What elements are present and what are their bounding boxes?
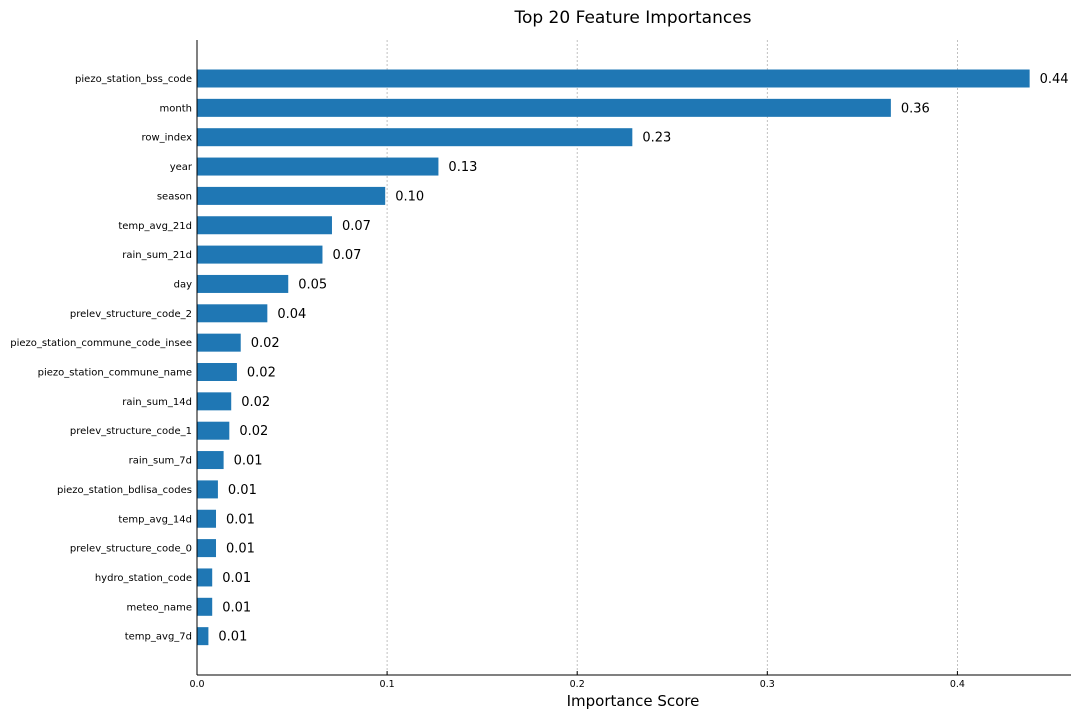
category-label: rain_sum_14d bbox=[122, 397, 192, 408]
bar bbox=[197, 98, 891, 117]
category-label: piezo_station_bss_code bbox=[75, 74, 192, 85]
x-tick-label: 0.0 bbox=[189, 679, 204, 690]
bar bbox=[197, 568, 213, 587]
bar bbox=[197, 274, 289, 293]
category-label: season bbox=[157, 191, 192, 202]
bar bbox=[197, 363, 237, 381]
x-axis-label: Importance Score bbox=[567, 692, 700, 710]
category-label: prelev_structure_code_1 bbox=[70, 426, 192, 437]
bar bbox=[197, 539, 217, 558]
value-label: 0.01 bbox=[218, 630, 247, 645]
value-label: 0.01 bbox=[222, 571, 251, 586]
bar bbox=[197, 69, 1030, 88]
value-label: 0.23 bbox=[642, 131, 671, 146]
value-label: 0.07 bbox=[332, 248, 361, 263]
bar bbox=[197, 627, 209, 646]
value-label: 0.10 bbox=[395, 189, 424, 204]
value-label: 0.13 bbox=[448, 160, 477, 175]
value-label: 0.44 bbox=[1040, 72, 1069, 87]
value-label: 0.05 bbox=[298, 277, 327, 292]
value-label: 0.02 bbox=[241, 395, 270, 410]
chart-title: Top 20 Feature Importances bbox=[513, 8, 751, 28]
category-label: piezo_station_commune_code_insee bbox=[10, 338, 192, 349]
x-tick-label: 0.3 bbox=[760, 679, 775, 690]
bar bbox=[197, 186, 386, 205]
bar bbox=[197, 421, 230, 440]
category-label: rain_sum_7d bbox=[129, 456, 192, 467]
bar bbox=[197, 451, 224, 470]
category-label: temp_avg_7d bbox=[125, 632, 192, 643]
category-label: day bbox=[174, 279, 192, 290]
bar bbox=[197, 509, 217, 528]
bar bbox=[197, 333, 241, 352]
bar bbox=[197, 480, 218, 499]
category-label: prelev_structure_code_0 bbox=[70, 544, 192, 555]
value-label: 0.02 bbox=[247, 366, 276, 381]
bar bbox=[197, 304, 268, 323]
x-tick-label: 0.1 bbox=[380, 679, 395, 690]
x-tick-labels: 0.0 0.1 0.2 0.3 0.4 bbox=[189, 671, 965, 690]
bar bbox=[197, 392, 232, 411]
axes bbox=[196, 40, 1071, 676]
category-label: rain_sum_21d bbox=[122, 250, 192, 261]
bar bbox=[197, 597, 213, 616]
value-label: 0.01 bbox=[222, 600, 251, 615]
category-label: temp_avg_14d bbox=[118, 514, 192, 525]
category-label: hydro_station_code bbox=[95, 573, 192, 584]
value-label: 0.01 bbox=[226, 512, 255, 527]
value-label: 0.02 bbox=[239, 424, 268, 439]
x-tick-label: 0.4 bbox=[950, 679, 965, 690]
category-label: temp_avg_21d bbox=[118, 221, 192, 232]
bar bbox=[197, 128, 633, 147]
value-label: 0.01 bbox=[226, 542, 255, 557]
category-label: prelev_structure_code_2 bbox=[70, 309, 192, 320]
bar bbox=[197, 157, 439, 176]
value-label: 0.07 bbox=[342, 219, 371, 234]
value-label: 0.01 bbox=[228, 483, 257, 498]
category-label: month bbox=[160, 103, 192, 114]
value-labels: 0.44 0.36 0.23 0.13 0.10 0.07 0.07 0.05 0.04 0.02… bbox=[218, 72, 1068, 645]
category-label: piezo_station_bdlisa_codes bbox=[57, 485, 192, 496]
value-label: 0.01 bbox=[234, 454, 263, 469]
value-label: 0.36 bbox=[901, 101, 930, 116]
category-label: piezo_station_commune_name bbox=[38, 368, 192, 379]
bar bbox=[197, 216, 332, 235]
value-label: 0.02 bbox=[251, 336, 280, 351]
category-label: year bbox=[170, 162, 193, 173]
x-tick-label: 0.2 bbox=[570, 679, 585, 690]
category-label: row_index bbox=[141, 133, 192, 144]
category-label: meteo_name bbox=[127, 602, 192, 613]
bars bbox=[197, 69, 1030, 646]
bar bbox=[197, 245, 323, 264]
value-label: 0.04 bbox=[277, 307, 306, 322]
